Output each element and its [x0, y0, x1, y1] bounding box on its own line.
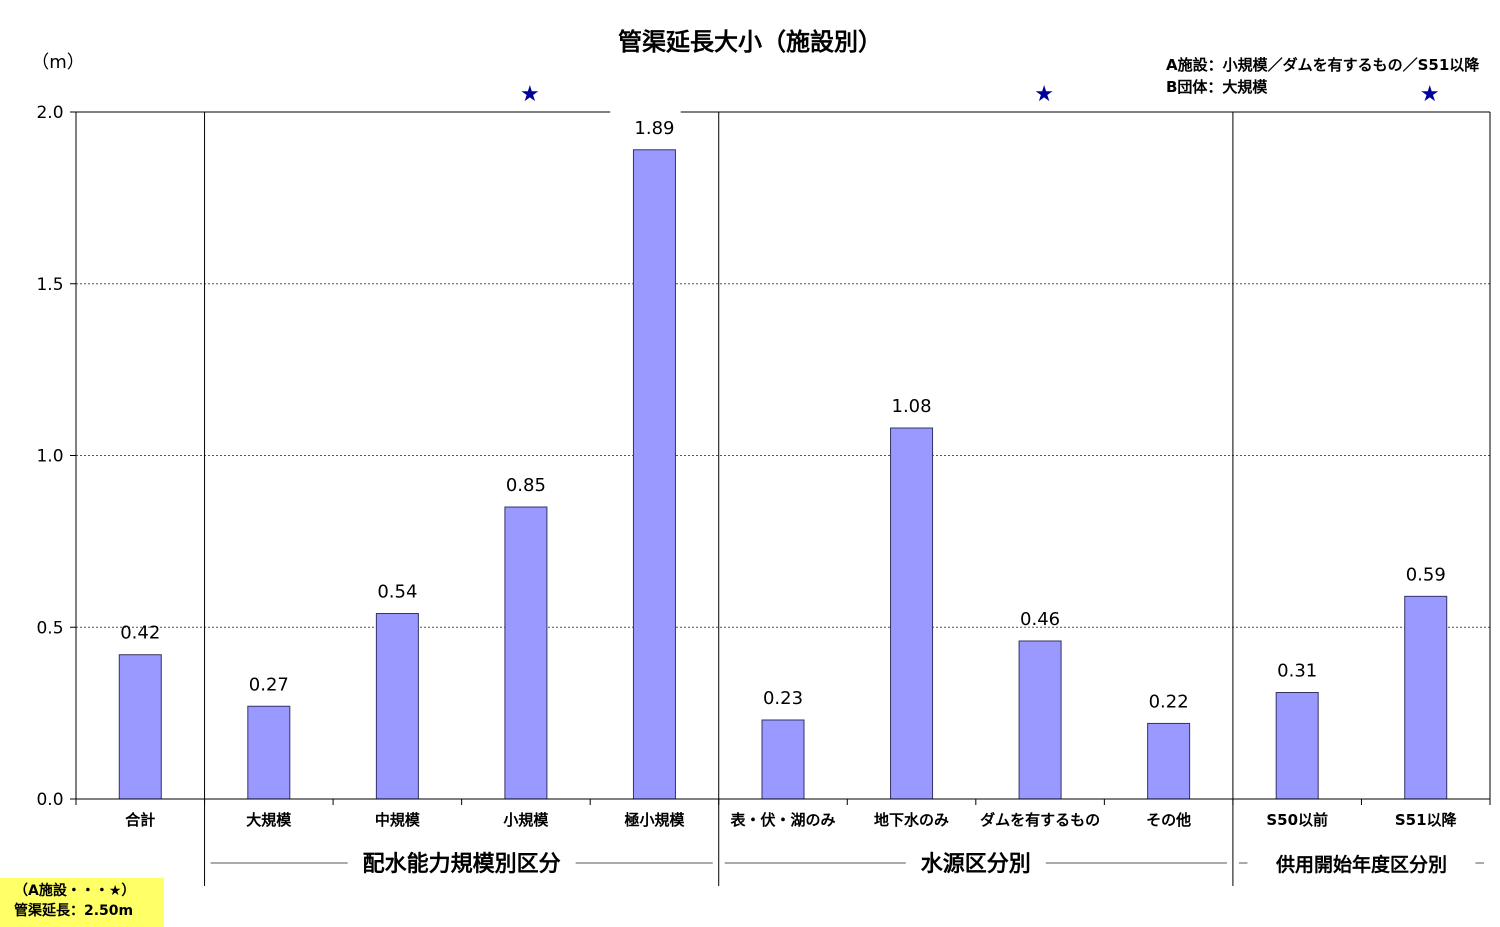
- data-label: 0.31: [1277, 661, 1317, 682]
- bar: [890, 427, 934, 800]
- bar: [247, 705, 291, 800]
- bar: [375, 613, 419, 800]
- legend-text: A施設：小規模／ダムを有するもの／S51以降 B団体：大規模: [1166, 56, 1480, 96]
- x-tick-label: 大規模: [246, 811, 292, 829]
- bar: [1275, 692, 1319, 800]
- bar: [1404, 595, 1448, 800]
- y-tick-label: 0.5: [36, 618, 63, 638]
- data-label: 0.54: [377, 582, 417, 603]
- x-axis-labels: 合計 大規模 中規模 小規模 極小規模 表・伏・湖のみ 地下水のみ ダムを有するもの その他 S5…: [124, 811, 1457, 829]
- group-label: 水源区分別: [921, 852, 1031, 877]
- data-label: 1.89: [634, 118, 674, 139]
- bar: [761, 719, 805, 800]
- data-label: 0.42: [120, 623, 160, 644]
- data-label: 0.22: [1149, 691, 1189, 712]
- data-label: 1.08: [892, 396, 932, 417]
- data-label: 0.23: [763, 688, 803, 709]
- legend-line-b: B団体：大規模: [1166, 78, 1268, 96]
- group-label: 配水能力規模別区分: [363, 851, 561, 877]
- y-tick-label: 1.0: [36, 447, 63, 467]
- x-tick-label: S51以降: [1395, 811, 1458, 829]
- y-tick-label: 0.0: [36, 790, 63, 810]
- legend-line-a: A施設：小規模／ダムを有するもの／S51以降: [1166, 56, 1480, 74]
- x-tick-label: 極小規模: [623, 811, 685, 829]
- y-tick-label: 1.5: [36, 275, 63, 295]
- x-tick-label: 地下水のみ: [874, 811, 949, 829]
- bar: [118, 654, 162, 800]
- x-tick-label: 小規模: [503, 811, 549, 829]
- y-axis-ticks: 0.0 0.5 1.0 1.5 2.0: [36, 103, 76, 810]
- bar: [632, 149, 676, 800]
- bar: [1147, 722, 1191, 800]
- bars: 0.42 0.27 0.54 0.85 ★ 1.89 0.23 1.08 0.46 ★ 0.22 0.…: [118, 82, 1448, 800]
- star-marker: ★: [1034, 82, 1054, 107]
- star-marker: ★: [1420, 82, 1440, 107]
- data-label: 0.85: [506, 475, 546, 496]
- x-tick-label: S50以前: [1266, 811, 1328, 829]
- data-label: 0.59: [1406, 564, 1446, 585]
- y-tick-label: 2.0: [36, 103, 63, 123]
- chart-title: 管渠延長大小（施設別）: [618, 28, 882, 56]
- data-label: 0.27: [249, 674, 289, 695]
- note-line-1: （A施設・・・★）: [14, 883, 136, 899]
- y-axis-unit-label: （m）: [31, 52, 85, 73]
- group-label: 供用開始年度区分別: [1275, 853, 1447, 876]
- x-tick-label: その他: [1146, 811, 1191, 829]
- star-marker: ★: [520, 82, 540, 107]
- x-tick-label: 表・伏・湖のみ: [730, 811, 835, 829]
- bar: [1018, 640, 1062, 800]
- grid-lines: [76, 283, 1490, 628]
- x-tick-label: ダムを有するもの: [980, 811, 1100, 829]
- x-tick-label: 合計: [124, 811, 155, 829]
- group-labels: 配水能力規模別区分 水源区分別 供用開始年度区分別: [210, 851, 1484, 877]
- note-box: （A施設・・・★） 管渠延長：2.50m: [0, 878, 164, 927]
- data-label: 0.46: [1020, 609, 1060, 630]
- note-line-2: 管渠延長：2.50m: [14, 903, 134, 919]
- bar: [504, 506, 548, 800]
- x-tick-label: 中規模: [375, 811, 421, 829]
- group-dividers: [75, 111, 1491, 886]
